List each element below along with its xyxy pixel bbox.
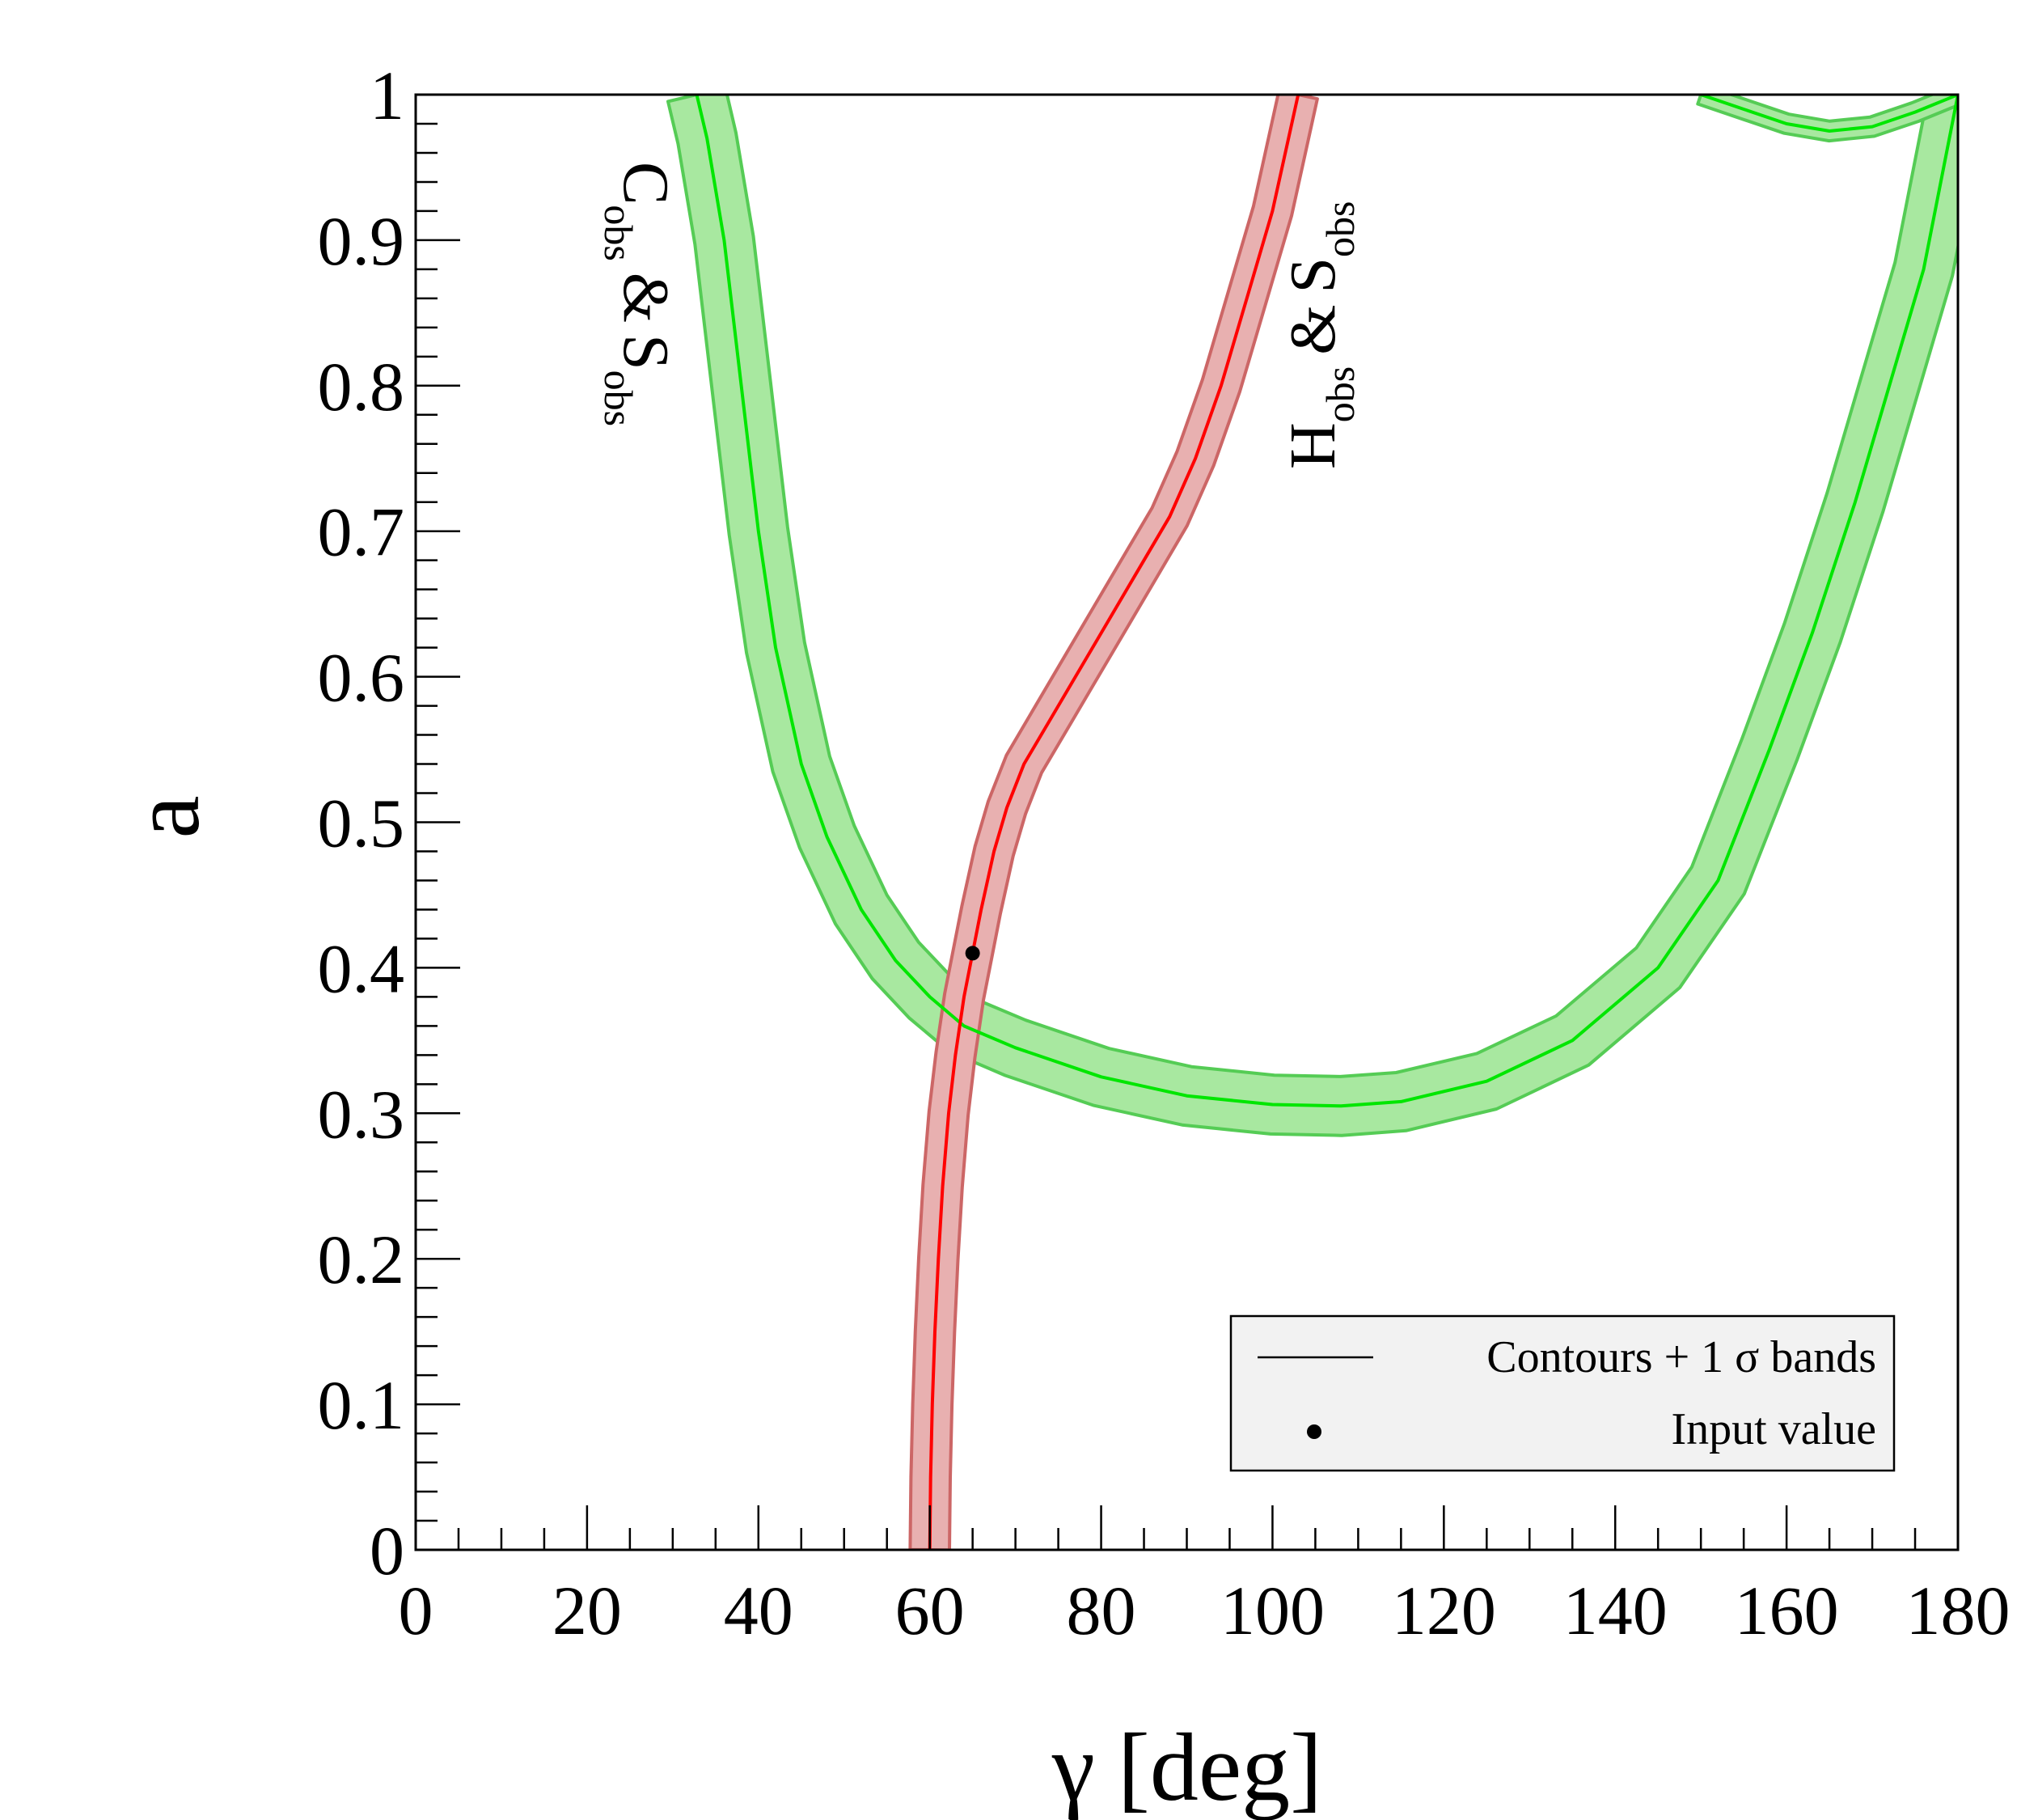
label-hobs-sobs-amp: & [1278, 305, 1349, 355]
y-tick-label: 1 [370, 57, 404, 134]
y-tick-label: 0.8 [318, 348, 405, 425]
x-tick-labels: 0 20 40 60 80 100 120 140 160 180 [399, 1572, 2011, 1649]
x-tick-label: 140 [1563, 1572, 1668, 1649]
contour-lines [695, 95, 1958, 1550]
contour-bands [666, 95, 1958, 1550]
label-hobs-sobs-h: H [1278, 422, 1349, 469]
label-cobs-sobs: Cobs & Sobs [596, 162, 681, 426]
y-tick-label: 0.5 [318, 785, 405, 862]
x-tick-label: 80 [1067, 1572, 1136, 1649]
y-tick-labels: 0 0.1 0.2 0.3 0.4 0.5 0.6 0.7 0.8 0.9 1 [318, 57, 405, 1589]
x-tick-label: 0 [399, 1572, 433, 1649]
y-axis-label: a [112, 795, 219, 838]
band-1 [1696, 95, 1958, 143]
y-tick-label: 0.3 [318, 1075, 405, 1153]
legend-label-input: Input value [1672, 1404, 1876, 1454]
label-hobs-sobs: Hobs & Sobs [1278, 201, 1363, 469]
label-hobs-sobs-s: S [1278, 257, 1349, 294]
x-axis-label: γ [deg] [1051, 1713, 1322, 1820]
x-tick-label: 120 [1392, 1572, 1496, 1649]
y-tick-label: 0.1 [318, 1366, 405, 1444]
x-axis-label-symbol: γ [1051, 1713, 1095, 1820]
band-2 [908, 95, 1319, 1550]
x-tick-label: 180 [1906, 1572, 2011, 1649]
y-tick-label: 0.2 [318, 1221, 405, 1298]
label-cobs-sobs-s: S [610, 334, 681, 370]
contour-line-0 [695, 95, 1958, 1108]
axis-ticks [414, 93, 1960, 1551]
x-tick-label: 160 [1735, 1572, 1839, 1649]
contour-line-2 [928, 95, 1300, 1550]
label-hobs-sobs-sub1: obs [1317, 366, 1363, 422]
y-tick-label: 0.7 [318, 493, 405, 571]
label-hobs-sobs-sub2: obs [1317, 201, 1363, 257]
x-tick-label: 20 [552, 1572, 622, 1649]
y-tick-label: 0.6 [318, 639, 405, 717]
band-0 [666, 95, 1958, 1137]
y-tick-label: 0.4 [318, 929, 405, 1007]
y-tick-label: 0.9 [318, 202, 405, 280]
label-cobs-sobs-sub1: obs [596, 205, 641, 260]
input-value-point [965, 946, 980, 961]
x-tick-label: 60 [895, 1572, 965, 1649]
legend-dot-swatch [1307, 1424, 1321, 1439]
x-axis-label-unit: [deg] [1118, 1713, 1322, 1820]
label-cobs-sobs-sub2: obs [596, 370, 641, 426]
label-cobs-sobs-c: C [610, 162, 681, 205]
contour-line-1 [1700, 95, 1958, 133]
legend-box [1229, 1314, 1896, 1472]
label-cobs-sobs-amp: & [610, 273, 681, 323]
x-tick-label: 40 [724, 1572, 793, 1649]
x-tick-label: 100 [1220, 1572, 1325, 1649]
legend-label-contours: Contours + 1 σ bands [1486, 1332, 1876, 1382]
y-tick-label: 0 [370, 1512, 404, 1589]
legend: Contours + 1 σ bands Input value [1229, 1314, 1896, 1472]
